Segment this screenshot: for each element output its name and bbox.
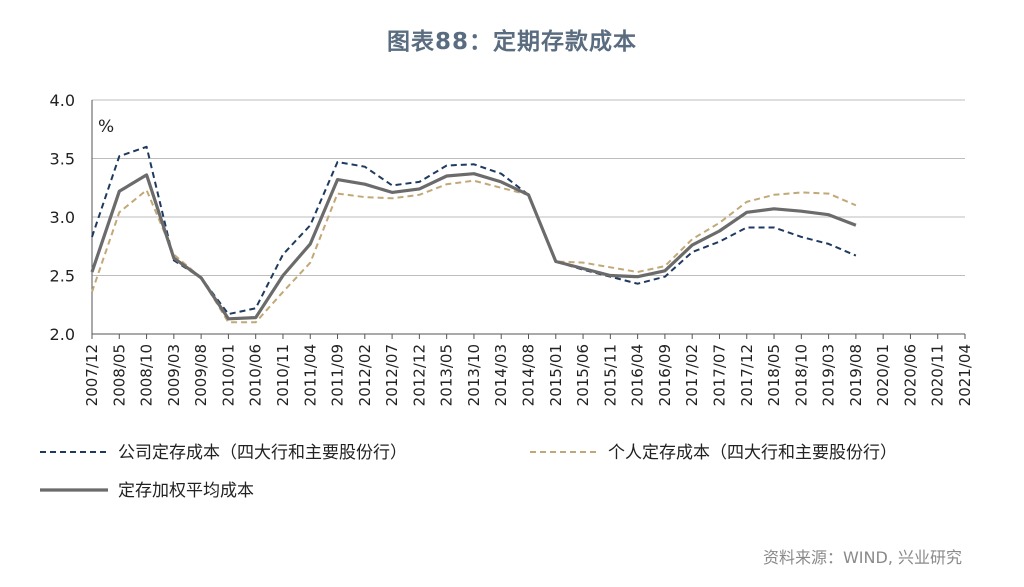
legend: 公司定存成本（四大行和主要股份行） 个人定存成本（四大行和主要股份行） 定存加权平均…	[40, 443, 897, 501]
legend-label: 个人定存成本（四大行和主要股份行）	[608, 443, 897, 463]
x-tick-label: 2008/05	[110, 344, 128, 406]
x-tick-label: 2013/10	[465, 344, 483, 406]
y-tick-label: 3.0	[50, 208, 75, 227]
y-tick-labels: 2.0 2.5 3.0 3.5 4.0	[50, 91, 75, 344]
x-tick-labels: 2007/12 2008/05 2008/10 2009/03 2009/08 2010/…	[83, 344, 974, 406]
x-tick-label: 2009/03	[165, 344, 183, 406]
x-tick-label: 2012/07	[383, 344, 401, 406]
x-tick-label: 2021/04	[956, 344, 974, 406]
x-tick-label: 2017/07	[710, 344, 728, 406]
x-tick-label: 2020/06	[901, 344, 919, 406]
legend-weighted: 定存加权平均成本	[40, 481, 254, 501]
series-company-term-deposit-cost	[91, 145, 857, 316]
series-weighted-average-cost	[90, 172, 857, 321]
x-tick-label: 2018/10	[792, 344, 810, 406]
x-tick-label: 2012/02	[356, 344, 374, 406]
x-tick-label: 2007/12	[83, 344, 101, 406]
series-personal-term-deposit-cost	[91, 179, 857, 324]
x-tick-label: 2010/11	[274, 344, 292, 406]
legend-label: 定存加权平均成本	[118, 481, 254, 501]
x-tick-label: 2010/01	[219, 344, 237, 406]
x-tick-label: 2011/09	[329, 344, 347, 406]
x-tick-label: 2010/06	[247, 344, 265, 406]
x-tick-label: 2019/03	[820, 344, 838, 406]
unit-label: %	[98, 117, 114, 137]
x-tick-label: 2020/11	[929, 344, 947, 406]
legend-label: 公司定存成本（四大行和主要股份行）	[118, 443, 407, 463]
legend-company: 公司定存成本（四大行和主要股份行）	[40, 443, 407, 463]
axes	[91, 100, 966, 339]
y-tick-label: 4.0	[50, 91, 75, 110]
x-tick-label: 2016/09	[656, 344, 674, 406]
x-tick-label: 2008/10	[138, 344, 156, 406]
chart-title: 图表88：定期存款成本	[386, 29, 637, 55]
x-tick-label: 2020/01	[874, 344, 892, 406]
source-note: 资料来源：WIND, 兴业研究	[762, 548, 962, 567]
y-tick-label: 2.0	[50, 325, 75, 344]
x-tick-label: 2012/12	[410, 344, 428, 406]
y-tick-label: 3.5	[50, 150, 75, 169]
x-tick-label: 2014/08	[520, 344, 538, 406]
x-tick-label: 2015/11	[601, 344, 619, 406]
x-tick-label: 2018/05	[765, 344, 783, 406]
x-tick-label: 2017/02	[683, 344, 701, 406]
x-tick-label: 2016/04	[629, 344, 647, 406]
grid-lines	[92, 99, 965, 276]
x-tick-label: 2019/08	[847, 344, 865, 406]
x-tick-label: 2011/04	[301, 344, 319, 406]
series-lines	[90, 145, 857, 324]
x-tick-label: 2017/12	[738, 344, 756, 406]
x-tick-label: 2014/03	[492, 344, 510, 406]
x-tick-label: 2015/06	[574, 344, 592, 406]
x-tick-label: 2013/05	[438, 344, 456, 406]
y-tick-label: 2.5	[50, 267, 75, 286]
x-tick-label: 2015/01	[547, 344, 565, 406]
legend-personal: 个人定存成本（四大行和主要股份行）	[530, 443, 897, 463]
x-tick-label: 2009/08	[192, 344, 210, 406]
